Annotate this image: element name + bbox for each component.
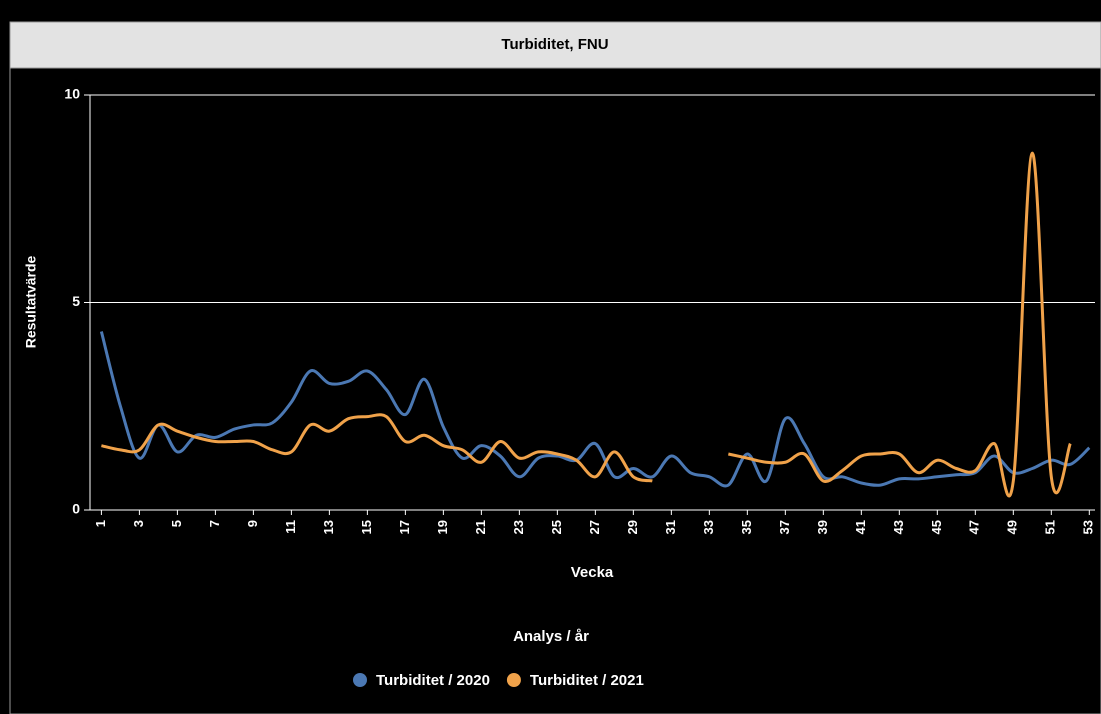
x-tick-label: 23 <box>511 520 526 534</box>
x-tick-label: 11 <box>283 520 298 534</box>
x-tick-label: 51 <box>1043 520 1058 534</box>
series-line <box>99 331 1091 488</box>
x-tick-label: 5 <box>169 520 184 527</box>
x-tick-label: 41 <box>853 520 868 534</box>
x-tick-label: 21 <box>473 520 488 534</box>
x-tick-label: 7 <box>207 520 222 527</box>
x-tick-label: 27 <box>587 520 602 534</box>
x-tick-label: 15 <box>359 520 374 534</box>
x-tick-label: 13 <box>321 520 336 534</box>
x-tick-label: 31 <box>663 520 678 534</box>
x-tick-label: 33 <box>701 520 716 534</box>
legend-swatch <box>353 673 367 687</box>
y-axis-label: Resultatvärde <box>23 255 39 348</box>
series-line <box>101 151 1072 498</box>
legend-swatch <box>506 673 521 687</box>
y-tick-label: 10 <box>64 86 80 102</box>
legend-label: Turbiditet / 2021 <box>530 672 644 689</box>
x-tick-label: 45 <box>929 520 944 534</box>
x-tick-label: 25 <box>549 520 564 534</box>
x-tick-label: 53 <box>1081 520 1096 534</box>
x-tick-label: 49 <box>1005 520 1020 534</box>
x-tick-label: 19 <box>435 520 450 534</box>
chart-title: Turbiditet, FNU <box>501 36 608 53</box>
legend-label: Turbiditet / 2020 <box>376 672 490 689</box>
x-tick-label: 3 <box>131 520 146 527</box>
x-tick-label: 37 <box>777 520 792 534</box>
x-tick-label: 17 <box>397 520 412 534</box>
y-tick-label: 0 <box>72 501 80 517</box>
x-tick-label: 1 <box>93 520 108 527</box>
x-tick-label: 35 <box>739 520 754 534</box>
legend-title: Analys / år <box>513 628 589 645</box>
x-axis-label: Vecka <box>571 564 614 581</box>
x-tick-label: 43 <box>891 520 906 534</box>
y-tick-label: 5 <box>72 293 80 309</box>
header-bar <box>9 21 1101 69</box>
x-tick-label: 29 <box>625 520 640 534</box>
x-tick-label: 47 <box>967 520 982 534</box>
x-tick-label: 9 <box>245 520 260 527</box>
panel <box>9 21 1101 714</box>
x-tick-label: 39 <box>815 520 830 534</box>
